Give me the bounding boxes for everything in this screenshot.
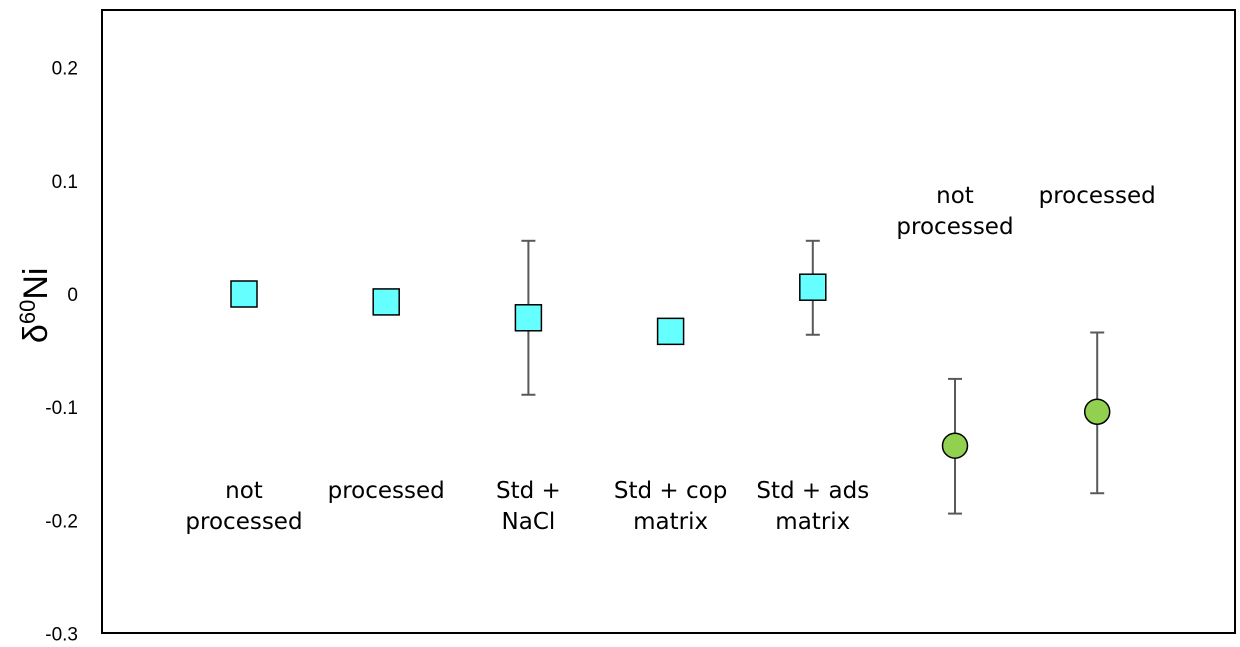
category-label: Std + bbox=[496, 478, 561, 504]
data-point-square bbox=[372, 288, 400, 316]
category-label: Std + ads bbox=[756, 478, 869, 504]
category-label: processed bbox=[1039, 183, 1156, 209]
data-point-circle bbox=[1083, 398, 1111, 425]
category-label: matrix bbox=[775, 509, 850, 535]
data-points bbox=[230, 273, 1111, 459]
data-point-square bbox=[799, 273, 827, 301]
y-tick-label: -0.3 bbox=[45, 625, 78, 646]
category-label: processed bbox=[328, 478, 445, 504]
category-label: processed bbox=[896, 214, 1013, 240]
category-label: processed bbox=[185, 509, 302, 535]
category-label: not bbox=[225, 478, 263, 504]
y-tick-label: -0.2 bbox=[45, 511, 78, 532]
category-labels: not processed processed Std + NaCl Std + cop m… bbox=[185, 183, 1155, 535]
y-tick-label: -0.1 bbox=[45, 398, 78, 419]
category-label: NaCl bbox=[502, 509, 556, 535]
category-label: matrix bbox=[633, 509, 708, 535]
data-point-square bbox=[514, 304, 543, 332]
category-label: not bbox=[936, 183, 974, 209]
data-point-square bbox=[230, 280, 258, 308]
y-axis-ticks: -0.3 -0.2 -0.1 0 0.1 0.2 bbox=[45, 59, 78, 646]
data-point-circle bbox=[941, 432, 969, 459]
data-point-square bbox=[656, 317, 685, 346]
y-tick-label: 0 bbox=[67, 285, 78, 306]
y-tick-label: 0.2 bbox=[52, 59, 78, 80]
category-label: Std + cop bbox=[614, 478, 727, 504]
y-axis-label: δ60Ni bbox=[15, 268, 55, 344]
y-axis-title: δ60Ni bbox=[15, 268, 55, 344]
y-tick-label: 0.1 bbox=[52, 172, 78, 193]
